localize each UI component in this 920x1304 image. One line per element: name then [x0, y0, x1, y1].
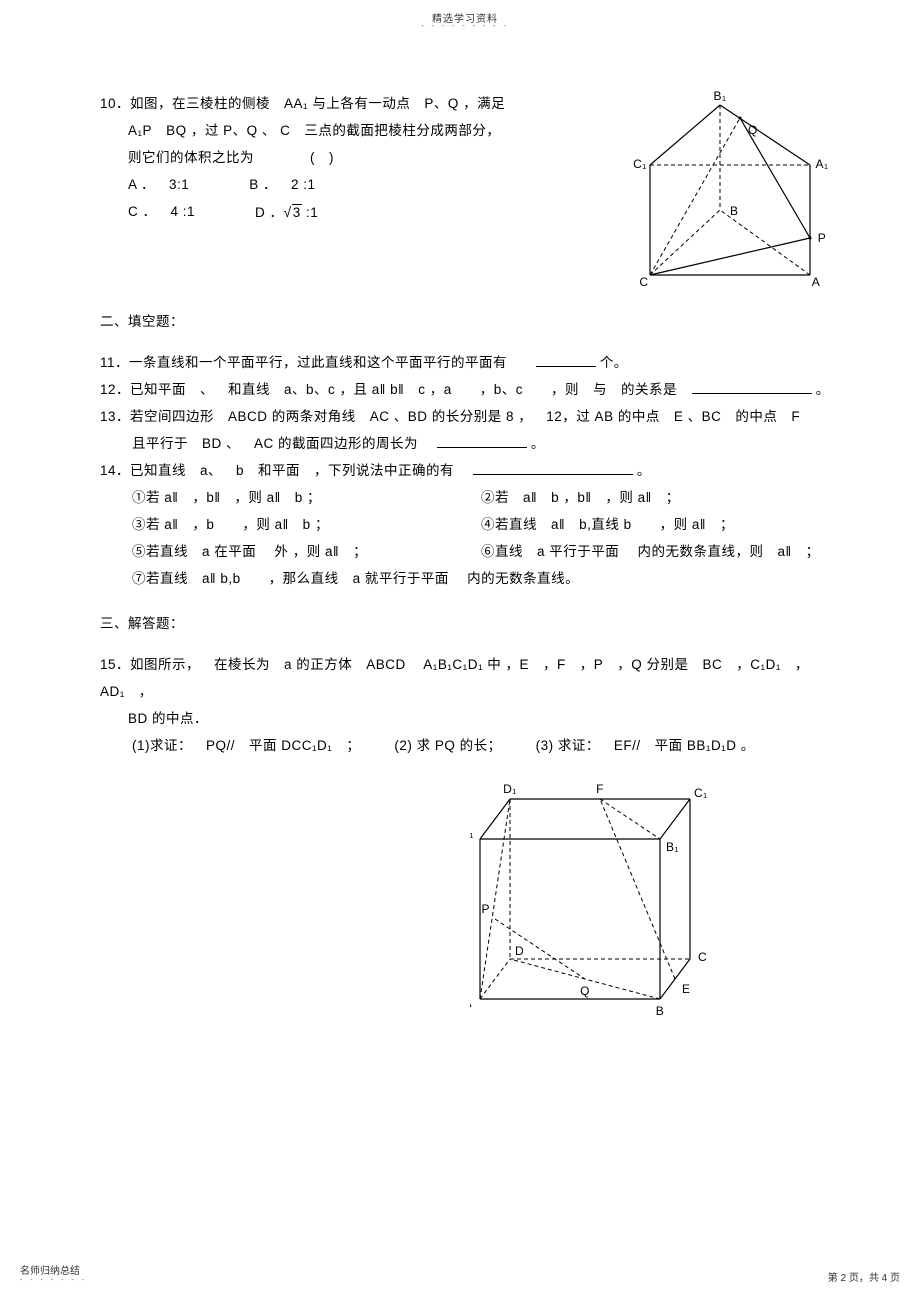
footer-left: 名师归纳总结 - - - - - - -	[20, 1262, 87, 1284]
svg-text:A₁: A₁	[815, 157, 828, 171]
worksheet-page: 精选学习资料 - - - - - - - - - 10．如图，在三棱柱的侧棱 A…	[0, 0, 920, 1304]
svg-text:B: B	[656, 1004, 665, 1018]
question-15: 15．如图所示， 在棱长为 a 的正方体 ABCD A₁B₁C₁D₁ 中 ，E …	[100, 651, 830, 1029]
q13-line2: 且平行于 BD 、 AC 的截面四边形的周长为 。	[132, 430, 830, 457]
svg-text:A: A	[812, 275, 821, 289]
svg-text:P: P	[818, 231, 827, 245]
cube-diagram: D₁ F C₁ A₁ B₁ P D C A Q E B	[470, 779, 730, 1029]
q10-optD: D ．3 :1	[255, 198, 318, 226]
q10-optA: A ． 3:1	[128, 171, 189, 198]
svg-text:F: F	[596, 782, 604, 796]
svg-text:B₁: B₁	[666, 840, 679, 854]
blank	[692, 381, 812, 394]
q14-line1: 14．已知直线 a、 b 和平面 ，下列说法中正确的有 。	[100, 457, 830, 484]
svg-text:Q: Q	[580, 984, 590, 998]
q14-row1: ①若 a‖ ，b‖ ，则 a‖ b ； ②若 a‖ b ，b‖ ，则 a‖ ；	[132, 484, 830, 511]
q10-diagram: B₁ C₁ A₁ B C A P Q	[630, 90, 830, 290]
q10-line1: 10．如图，在三棱柱的侧棱 AA₁ 与上各有一动点 P、Q ，满足	[100, 90, 620, 117]
svg-text:D₁: D₁	[503, 782, 517, 796]
svg-text:D: D	[515, 944, 524, 958]
page-footer: 名师归纳总结 - - - - - - - 第 2 页，共 4 页	[20, 1262, 900, 1284]
question-13: 13．若空间四边形 ABCD 的两条对角线 AC 、BD 的长分别是 8 ， 1…	[100, 403, 830, 457]
q10-optC: C ． 4 :1	[128, 198, 195, 226]
svg-text:Q: Q	[748, 123, 758, 137]
page-header-dots: - - - - - - - - -	[100, 23, 830, 30]
blank	[437, 435, 527, 448]
question-14: 14．已知直线 a、 b 和平面 ，下列说法中正确的有 。 ①若 a‖ ，b‖ …	[100, 457, 830, 592]
q14-row3: ⑤若直线 a 在平面 外 ，则 a‖ ； ⑥直线 a 平行于平面 内的无数条直线…	[132, 538, 830, 565]
question-11: 11．一条直线和一个平面平行，过此直线和这个平面平行的平面有 个。	[100, 349, 830, 376]
svg-text:P: P	[481, 902, 490, 916]
q14-row2: ③若 a‖ ，b ，则 a‖ b ； ④若直线 a‖ b,直线 b ，则 a‖ …	[132, 511, 830, 538]
section-3-title: 三、解答题：	[100, 610, 830, 637]
svg-text:B: B	[730, 204, 739, 218]
question-10-text: 10．如图，在三棱柱的侧棱 AA₁ 与上各有一动点 P、Q ，满足 A₁P BQ…	[100, 90, 620, 226]
blank	[536, 354, 596, 367]
svg-text:B₁: B₁	[713, 90, 726, 103]
svg-text:C: C	[698, 950, 707, 964]
q10-options-row2: C ． 4 :1 D ．3 :1	[128, 198, 620, 226]
q10-line2: A₁P BQ ，过 P、Q 、 C 三点的截面把棱柱分成两部分，	[128, 117, 620, 144]
content-area: 10．如图，在三棱柱的侧棱 AA₁ 与上各有一动点 P、Q ，满足 A₁P BQ…	[100, 90, 830, 1029]
svg-text:C₁: C₁	[633, 157, 647, 171]
svg-text:E: E	[682, 982, 691, 996]
svg-text:C: C	[639, 275, 648, 289]
q15-parts: (1)求证： PQ// 平面 DCC₁D₁ ； (2) 求 PQ 的长； (3)…	[132, 732, 830, 759]
q14-row4: ⑦若直线 a‖ b,b ，那么直线 a 就平行于平面 内的无数条直线。	[132, 565, 830, 592]
q10-line3: 则它们的体积之比为 ( )	[128, 144, 620, 171]
question-12: 12．已知平面 、 和直线 a、b、c ，且 a‖ b‖ c ，a ，b、c ，…	[100, 376, 830, 403]
svg-text:A: A	[470, 996, 472, 1010]
sqrt-icon: 3	[284, 198, 302, 226]
section-2-title: 二、填空题：	[100, 308, 830, 335]
svg-text:C₁: C₁	[694, 786, 708, 800]
question-10: 10．如图，在三棱柱的侧棱 AA₁ 与上各有一动点 P、Q ，满足 A₁P BQ…	[100, 90, 830, 290]
q10-optB: B ． 2 :1	[249, 171, 315, 198]
prism-diagram: B₁ C₁ A₁ B C A P Q	[630, 90, 830, 290]
q15-diagram: D₁ F C₁ A₁ B₁ P D C A Q E B	[470, 779, 830, 1029]
svg-text:A₁: A₁	[470, 826, 474, 840]
q10-options-row1: A ． 3:1 B ． 2 :1	[128, 171, 620, 198]
blank	[473, 462, 633, 475]
footer-right: 第 2 页，共 4 页	[828, 1269, 900, 1284]
